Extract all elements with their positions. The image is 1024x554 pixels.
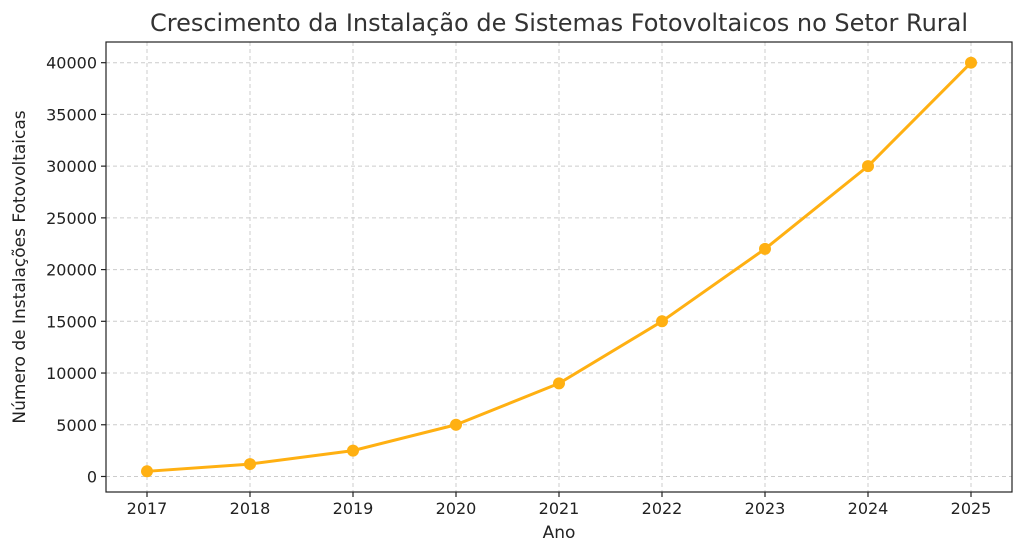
x-tick-label: 2018	[230, 499, 271, 518]
y-tick-label: 40000	[46, 54, 97, 73]
chart-title: Crescimento da Instalação de Sistemas Fo…	[150, 9, 968, 37]
data-point	[656, 315, 668, 328]
data-point	[862, 160, 874, 173]
x-tick-label: 2025	[951, 499, 992, 518]
x-tick-label: 2023	[745, 499, 786, 518]
x-tick-label: 2019	[333, 499, 374, 518]
x-tick-label: 2022	[642, 499, 683, 518]
data-point	[450, 418, 462, 431]
x-tick-label: 2017	[127, 499, 168, 518]
data-point	[759, 242, 771, 255]
x-axis-label: Ano	[543, 523, 576, 543]
data-point	[965, 56, 977, 69]
y-tick-label: 5000	[56, 416, 97, 435]
grid-layer	[106, 42, 1012, 492]
x-tick-label: 2024	[848, 499, 889, 518]
x-tick-label: 2020	[436, 499, 477, 518]
y-axis-label: Número de Instalações Fotovoltaicas	[10, 110, 30, 423]
y-tick-label: 20000	[46, 261, 97, 280]
y-tick-label: 35000	[46, 105, 97, 124]
x-tick-label: 2021	[539, 499, 580, 518]
tick-layer: 2017 2018 2019 2020 2021 2022 2023 2024 2025 0 500…	[46, 54, 991, 518]
y-tick-label: 10000	[46, 364, 97, 383]
y-tick-label: 15000	[46, 312, 97, 331]
data-point	[553, 377, 565, 390]
data-point	[347, 444, 359, 457]
data-point	[244, 458, 256, 471]
y-tick-label: 25000	[46, 209, 97, 228]
data-point	[141, 465, 153, 478]
series-layer	[141, 56, 977, 478]
y-tick-label: 0	[87, 467, 97, 486]
y-tick-label: 30000	[46, 157, 97, 176]
